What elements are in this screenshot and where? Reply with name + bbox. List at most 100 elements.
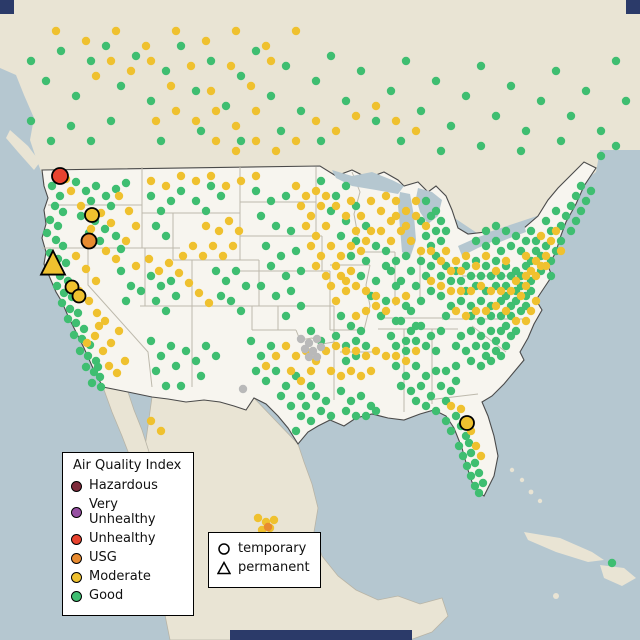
aqi-station-dot-moderate[interactable]: [436, 256, 446, 266]
aqi-station-dot-moderate[interactable]: [501, 256, 511, 266]
aqi-station-dot-good[interactable]: [161, 66, 171, 76]
aqi-station-dot-good[interactable]: [381, 246, 391, 256]
aqi-station-dot-good[interactable]: [506, 81, 516, 91]
aqi-station-dot-good[interactable]: [581, 86, 591, 96]
aqi-station-dot-good[interactable]: [281, 61, 291, 71]
aqi-station-dot-good[interactable]: [81, 186, 91, 196]
aqi-station-dot-good[interactable]: [286, 286, 296, 296]
aqi-station-dot-moderate[interactable]: [261, 361, 271, 371]
aqi-station-dot-moderate[interactable]: [531, 296, 541, 306]
aqi-station-dot-good[interactable]: [421, 341, 431, 351]
aqi-station-dot-good[interactable]: [176, 41, 186, 51]
aqi-station-dot-good[interactable]: [471, 341, 481, 351]
aqi-station-dot-good[interactable]: [470, 458, 480, 468]
aqi-station-dot-good[interactable]: [551, 66, 561, 76]
aqi-station-dot-good[interactable]: [426, 261, 436, 271]
aqi-station-dot-moderate[interactable]: [341, 346, 351, 356]
aqi-station-dot-good[interactable]: [63, 314, 73, 324]
aqi-station-dot-moderate[interactable]: [271, 351, 281, 361]
aqi-station-dot-good[interactable]: [306, 326, 316, 336]
aqi-station-dot-moderate[interactable]: [166, 81, 176, 91]
aqi-station-dot-moderate[interactable]: [401, 206, 411, 216]
aqi-station-dot-moderate[interactable]: [426, 276, 436, 286]
aqi-station-dot-good[interactable]: [621, 96, 631, 106]
aqi-station-dot-moderate[interactable]: [511, 276, 521, 286]
aqi-station-dot-good[interactable]: [361, 256, 371, 266]
aqi-station-dot-moderate[interactable]: [231, 26, 241, 36]
aqi-station-dot-good[interactable]: [136, 286, 146, 296]
aqi-station-dot-moderate[interactable]: [84, 296, 94, 306]
aqi-station-dot-good[interactable]: [406, 306, 416, 316]
aqi-station-dot-good[interactable]: [416, 256, 426, 266]
aqi-station-dot-moderate[interactable]: [356, 371, 366, 381]
aqi-station-dot-good[interactable]: [281, 271, 291, 281]
aqi-station-dot-good[interactable]: [151, 221, 161, 231]
aqi-station-dot-moderate[interactable]: [391, 351, 401, 361]
aqi-station-dot-moderate[interactable]: [218, 251, 228, 261]
aqi-station-dot-good[interactable]: [476, 331, 486, 341]
aqi-station-dot-good[interactable]: [326, 411, 336, 421]
aqi-station-dot-moderate[interactable]: [486, 286, 496, 296]
aqi-station-dot-moderate[interactable]: [211, 106, 221, 116]
aqi-station-dot-good[interactable]: [341, 356, 351, 366]
aqi-station-dot-good[interactable]: [231, 266, 241, 276]
aqi-station-dot-inactive[interactable]: [312, 334, 322, 344]
aqi-station-dot-moderate[interactable]: [361, 286, 371, 296]
aqi-station-dot-moderate[interactable]: [386, 236, 396, 246]
aqi-station-dot-good[interactable]: [566, 111, 576, 121]
aqi-station-dot-good[interactable]: [121, 296, 131, 306]
aqi-station-dot-good[interactable]: [316, 176, 326, 186]
aqi-station-dot-moderate[interactable]: [481, 306, 491, 316]
aqi-station-dot-moderate[interactable]: [476, 281, 486, 291]
aqi-station-dot-good[interactable]: [46, 136, 56, 146]
aqi-station-dot-moderate[interactable]: [226, 61, 236, 71]
aqi-station-dot-good[interactable]: [396, 136, 406, 146]
aqi-station-dot-good[interactable]: [156, 206, 166, 216]
aqi-station-dot-moderate[interactable]: [351, 346, 361, 356]
aqi-station-dot-good[interactable]: [431, 76, 441, 86]
aqi-station-dot-good[interactable]: [95, 236, 105, 246]
aqi-station-dot-moderate[interactable]: [361, 236, 371, 246]
aqi-station-dot-good[interactable]: [462, 461, 472, 471]
aqi-station-dot-good[interactable]: [151, 366, 161, 376]
aqi-station-dot-moderate[interactable]: [401, 291, 411, 301]
aqi-station-dot-good[interactable]: [386, 266, 396, 276]
aqi-station-dot-moderate[interactable]: [201, 221, 211, 231]
aqi-station-dot-good[interactable]: [478, 478, 488, 488]
aqi-station-dot-good[interactable]: [446, 121, 456, 131]
aqi-station-dot-moderate[interactable]: [171, 26, 181, 36]
aqi-station-dot-moderate[interactable]: [281, 341, 291, 351]
aqi-station-dot-good[interactable]: [361, 341, 371, 351]
aqi-station-dot-good[interactable]: [556, 136, 566, 146]
aqi-station-dot-moderate[interactable]: [371, 346, 381, 356]
aqi-station-dot-moderate[interactable]: [416, 246, 426, 256]
aqi-station-dot-moderate[interactable]: [426, 246, 436, 256]
aqi-station-dot-moderate[interactable]: [251, 106, 261, 116]
aqi-station-dot-good[interactable]: [361, 411, 371, 421]
aqi-station-dot-moderate[interactable]: [251, 171, 261, 181]
aqi-station-dot-good[interactable]: [116, 266, 126, 276]
aqi-station-dot-good[interactable]: [441, 311, 451, 321]
aqi-station-dot-good[interactable]: [281, 191, 291, 201]
aqi-station-dot-good[interactable]: [296, 391, 306, 401]
aqi-station-dot-good[interactable]: [436, 381, 446, 391]
aqi-station-dot-good[interactable]: [436, 291, 446, 301]
aqi-station-dot-good[interactable]: [391, 256, 401, 266]
aqi-station-dot-moderate[interactable]: [316, 251, 326, 261]
aqi-station-dot-good[interactable]: [431, 406, 441, 416]
aqi-station-dot-good[interactable]: [351, 336, 361, 346]
aqi-station-dot-good[interactable]: [401, 346, 411, 356]
aqi-station-dot-inactive[interactable]: [304, 338, 314, 348]
aqi-station-dot-good[interactable]: [111, 231, 121, 241]
aqi-station-dot-moderate[interactable]: [351, 111, 361, 121]
aqi-station-dot-good[interactable]: [401, 56, 411, 66]
aqi-station-dot-good[interactable]: [181, 346, 191, 356]
aqi-station-dot-good[interactable]: [481, 261, 491, 271]
aqi-station-dot-moderate[interactable]: [361, 306, 371, 316]
aqi-station-dot-good[interactable]: [55, 191, 65, 201]
aqi-station-dot-moderate[interactable]: [301, 221, 311, 231]
aqi-station-dot-moderate[interactable]: [466, 286, 476, 296]
aqi-station-dot-moderate[interactable]: [114, 326, 124, 336]
aqi-station-dot-moderate[interactable]: [271, 146, 281, 156]
aqi-station-dot-moderate[interactable]: [131, 221, 141, 231]
